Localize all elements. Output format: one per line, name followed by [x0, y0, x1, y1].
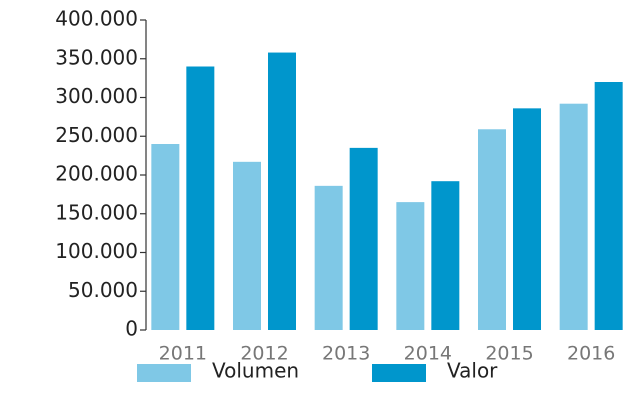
- x-tick-label: 2011: [159, 343, 207, 365]
- bar: [314, 185, 343, 330]
- x-tick-label: 2015: [485, 343, 533, 365]
- bar: [478, 129, 506, 330]
- x-tick-label: 2013: [322, 343, 370, 365]
- y-tick-label: 400.000: [55, 7, 138, 31]
- bar: [396, 202, 425, 330]
- y-tick-label: 300.000: [55, 84, 138, 108]
- bar: [431, 181, 460, 330]
- y-tick-label: 0: [125, 317, 138, 341]
- bar: [594, 82, 623, 330]
- bar: [151, 144, 180, 330]
- bar: [186, 66, 215, 330]
- legend-label: Volumen: [212, 359, 299, 383]
- bar: [233, 161, 261, 330]
- bar: [268, 52, 296, 331]
- bar: [559, 103, 588, 330]
- y-tick-label: 100.000: [55, 239, 138, 263]
- y-tick-label: 200.000: [55, 162, 138, 186]
- legend-label: Valor: [447, 359, 498, 383]
- legend-swatch: [372, 364, 426, 382]
- x-tick-label: 2016: [567, 343, 615, 365]
- y-tick-label: 50.000: [68, 278, 138, 302]
- bar: [349, 147, 378, 330]
- y-tick-label: 250.000: [55, 123, 138, 147]
- y-tick-label: 350.000: [55, 45, 138, 69]
- x-tick-label: 2012: [240, 343, 288, 365]
- x-tick-label: 2014: [404, 343, 452, 365]
- bar: [513, 108, 541, 330]
- y-tick-label: 150.000: [55, 200, 138, 224]
- legend-swatch: [137, 364, 191, 382]
